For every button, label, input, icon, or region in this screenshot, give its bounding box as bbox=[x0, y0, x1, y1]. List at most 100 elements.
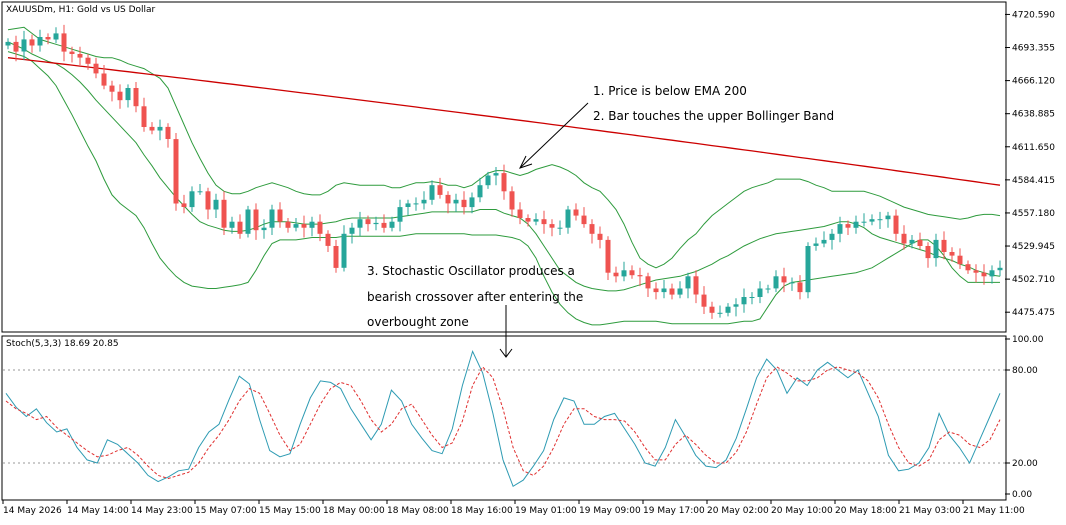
candle-body bbox=[85, 57, 91, 64]
candle-body bbox=[269, 209, 275, 228]
stochastic-title: Stoch(5,3,3) 18.69 20.85 bbox=[6, 339, 119, 349]
price-axis: 4720.590 4693.355 4666.120 4638.885 4611.650… bbox=[1005, 10, 1055, 318]
bollinger-middle bbox=[7, 41, 1001, 292]
candle-body bbox=[205, 191, 211, 210]
candle-body bbox=[253, 209, 259, 231]
price-tick-label: 4611.650 bbox=[1012, 143, 1055, 153]
candle-body bbox=[829, 233, 835, 240]
candle-body bbox=[661, 288, 667, 293]
time-tick-label: 14 May 2026 bbox=[3, 506, 62, 516]
candle-body bbox=[933, 239, 939, 259]
candle-body bbox=[981, 272, 987, 277]
price-tick-label: 4475.475 bbox=[1012, 308, 1055, 318]
candle-body bbox=[333, 246, 339, 268]
candle-body bbox=[485, 175, 491, 186]
candle-body bbox=[733, 304, 739, 307]
candle-body bbox=[429, 185, 435, 200]
candle-body bbox=[125, 88, 131, 101]
candle-body bbox=[821, 239, 827, 244]
time-tick-label: 18 May 08:00 bbox=[387, 506, 449, 516]
candle-body bbox=[709, 306, 715, 313]
arrow-to-upper-band bbox=[519, 102, 589, 169]
candle-body bbox=[637, 275, 643, 277]
price-tick-label: 4666.120 bbox=[1012, 77, 1055, 87]
candle-body bbox=[453, 199, 459, 204]
candle-body bbox=[45, 37, 51, 40]
candle-body bbox=[13, 41, 19, 52]
candle-body bbox=[845, 224, 851, 228]
candle-body bbox=[653, 288, 659, 293]
ema-200-line bbox=[7, 57, 1001, 186]
candle-body bbox=[389, 221, 395, 228]
candle-body bbox=[53, 33, 59, 40]
candle-body bbox=[605, 239, 611, 273]
price-tick-label: 4529.945 bbox=[1012, 242, 1055, 252]
candle-body bbox=[149, 126, 155, 131]
price-tick-label: 4720.590 bbox=[1012, 10, 1055, 20]
time-tick-label: 18 May 00:00 bbox=[323, 506, 385, 516]
candle-body bbox=[181, 203, 187, 207]
price-tick-label: 4693.355 bbox=[1012, 44, 1055, 54]
candle-body bbox=[189, 191, 195, 208]
candle-body bbox=[93, 63, 99, 74]
time-tick-label: 21 May 03:00 bbox=[899, 506, 961, 516]
candle-body bbox=[157, 126, 163, 131]
candle-body bbox=[277, 209, 283, 222]
time-tick-label: 20 May 10:00 bbox=[771, 506, 833, 516]
candle-body bbox=[989, 270, 995, 277]
candle-body bbox=[461, 199, 467, 208]
candle-body bbox=[517, 209, 523, 218]
candle-body bbox=[29, 39, 35, 46]
candle-body bbox=[853, 221, 859, 228]
candle-body bbox=[909, 239, 915, 244]
time-tick-label: 18 May 16:00 bbox=[451, 506, 513, 516]
candle-body bbox=[245, 209, 251, 234]
candle-body bbox=[237, 221, 243, 234]
time-tick-label: 20 May 02:00 bbox=[707, 506, 769, 516]
candle-body bbox=[5, 41, 11, 46]
candle-body bbox=[77, 54, 83, 58]
candle-body bbox=[925, 246, 931, 259]
time-tick-label: 20 May 18:00 bbox=[835, 506, 897, 516]
candle-body bbox=[373, 222, 379, 225]
candle-body bbox=[349, 227, 355, 234]
candle-body bbox=[197, 191, 203, 193]
candle-body bbox=[885, 215, 891, 220]
candle-body bbox=[701, 294, 707, 307]
candle-body bbox=[21, 39, 27, 52]
ema-200 bbox=[7, 57, 1001, 186]
price-pane[interactable]: 4720.590 4693.355 4666.120 4638.885 4611.650… bbox=[1, 1, 1055, 333]
candle-body bbox=[525, 218, 531, 222]
candle-body bbox=[685, 276, 691, 289]
candle-body bbox=[781, 276, 787, 283]
time-tick-label: 21 May 11:00 bbox=[963, 506, 1025, 516]
stochastic-pane[interactable]: 100.00 80.00 20.00 0.00 bbox=[1, 335, 1044, 501]
candle-body bbox=[613, 272, 619, 277]
candle-body bbox=[557, 227, 563, 229]
candle-body bbox=[261, 227, 267, 231]
stochastic-tick-label: 20.00 bbox=[1012, 459, 1038, 469]
stochastic-pane-border bbox=[1, 335, 1007, 501]
candle-body bbox=[717, 312, 723, 314]
time-tick-label: 14 May 23:00 bbox=[131, 506, 193, 516]
stochastic-tick-label: 80.00 bbox=[1012, 366, 1038, 376]
candle-body bbox=[597, 233, 603, 240]
candle-body bbox=[173, 139, 179, 204]
candle-body bbox=[37, 37, 43, 46]
candle-body bbox=[997, 267, 1003, 271]
candle-body bbox=[941, 239, 947, 252]
candle-body bbox=[437, 185, 443, 195]
candle-body bbox=[581, 215, 587, 225]
candle-body bbox=[445, 194, 451, 204]
candle-body bbox=[493, 173, 499, 176]
candle-body bbox=[301, 224, 307, 228]
candle-body bbox=[221, 199, 227, 228]
candle-body bbox=[341, 233, 347, 268]
candle-body bbox=[421, 199, 427, 204]
candle-body bbox=[213, 199, 219, 210]
candle-body bbox=[509, 191, 515, 210]
candle-body bbox=[901, 233, 907, 244]
candle-body bbox=[397, 207, 403, 222]
